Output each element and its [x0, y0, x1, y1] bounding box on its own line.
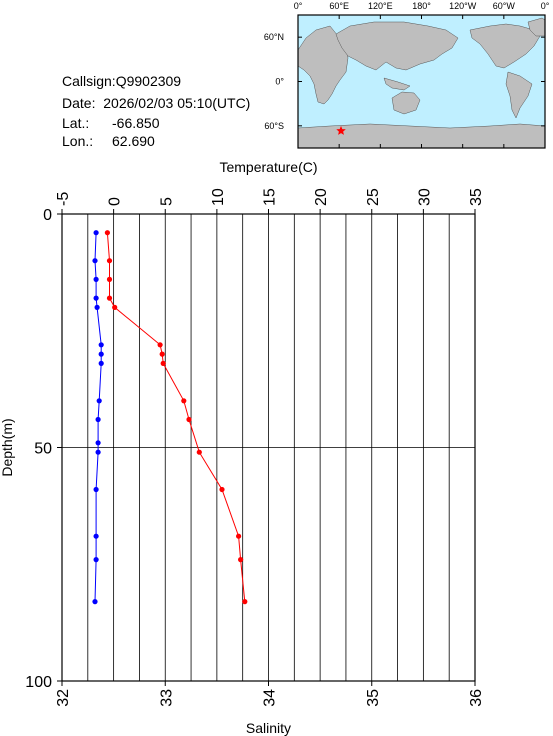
salinity-point	[92, 258, 98, 264]
depth-axis-label: Depth(m)	[0, 418, 15, 476]
temperature-tick-label: 5	[158, 197, 175, 206]
temperature-point	[238, 557, 244, 563]
temperature-point	[181, 398, 187, 404]
temperature-point	[106, 295, 113, 301]
salinity-point	[93, 230, 99, 236]
salinity-point	[93, 486, 99, 493]
map-lon-label: 180°	[412, 1, 431, 11]
map-lon-label: 120°W	[449, 1, 477, 11]
salinity-point	[98, 351, 104, 357]
depth-axis-ticks: 0 50 100	[25, 207, 62, 691]
temperature-point	[196, 449, 202, 455]
temperature-point	[157, 342, 163, 348]
salinity-point	[93, 557, 99, 563]
salinity-point	[95, 449, 101, 455]
temperature-tick-label: 30	[416, 188, 433, 206]
temperature-point	[186, 416, 192, 423]
salinity-axis-label: Salinity	[246, 720, 291, 736]
callsign-line: Callsign:Q9902309	[62, 73, 181, 89]
temperature-point	[236, 533, 242, 539]
salinity-tick-label: 35	[365, 689, 382, 707]
longitude-value: 62.690	[112, 133, 155, 149]
salinity-point	[93, 533, 99, 539]
date-label: Date:	[62, 95, 96, 111]
temperature-tick-label: 35	[468, 188, 485, 206]
temperature-axis-ticks: -5 0 5 10 15 20 25 30 35	[55, 188, 485, 214]
salinity-tick-label: 34	[262, 689, 279, 707]
salinity-point	[93, 276, 99, 282]
salinity-tick-label: 36	[468, 689, 485, 707]
salinity-point	[93, 295, 99, 301]
salinity-point	[98, 342, 104, 348]
temperature-tick-label: 15	[262, 188, 279, 206]
map-lon-label: 0°	[541, 1, 550, 11]
temperature-tick-label: -5	[55, 192, 72, 206]
temperature-point	[219, 486, 225, 493]
depth-tick-label: 100	[25, 674, 52, 691]
map-lat-label: 60°S	[264, 121, 284, 131]
salinity-axis-ticks: 32 33 34 35 36	[55, 681, 485, 707]
land-maritime-asia	[383, 77, 411, 91]
map-lon-label: 120°E	[368, 1, 393, 11]
salinity-point	[92, 599, 98, 605]
temperature-profile-line	[106, 232, 246, 602]
land-asia	[335, 21, 459, 71]
land-south-america	[505, 71, 533, 119]
temperature-axis-label: Temperature(C)	[219, 159, 317, 175]
temperature-point	[160, 360, 166, 366]
map-latitude-labels: 60°N 0° 60°S	[264, 32, 285, 131]
salinity-tick-label: 33	[158, 689, 175, 707]
temperature-tick-label: 20	[313, 188, 330, 206]
temperature-point	[104, 230, 110, 236]
callsign-value: Q9902309	[115, 73, 182, 89]
land-australia	[391, 91, 421, 115]
land-north-america	[469, 23, 541, 69]
longitude-label: Lon.:	[62, 133, 94, 149]
land-africa-europe	[297, 25, 349, 105]
latitude-line: Lat.: -66.850	[62, 115, 159, 131]
temperature-point	[106, 276, 113, 282]
callsign-label: Callsign:	[62, 73, 116, 89]
map-lat-label: 60°N	[264, 32, 284, 42]
map-lon-label: 0°	[294, 1, 303, 11]
temperature-tick-label: 0	[107, 197, 124, 206]
map-lon-label: 60°W	[493, 1, 516, 11]
latitude-value: -66.850	[112, 115, 160, 131]
map-ticks	[297, 15, 546, 148]
salinity-point	[95, 440, 101, 446]
temperature-point	[106, 258, 113, 264]
salinity-profile-line	[94, 232, 102, 602]
map-longitude-labels: 0° 60°E 120°E 180° 120°W 60°W 0°	[294, 1, 550, 11]
temperature-point	[112, 304, 118, 310]
map-lon-label: 60°E	[329, 1, 349, 11]
salinity-point	[96, 398, 102, 404]
map-landmasses	[297, 17, 546, 149]
longitude-line: Lon.: 62.690	[62, 133, 155, 149]
star-icon	[336, 125, 346, 135]
salinity-tick-label: 32	[55, 689, 72, 707]
map-lat-label: 0°	[275, 77, 284, 87]
depth-tick-label: 50	[34, 441, 52, 458]
map-marker-layer	[336, 125, 346, 135]
series-layer	[92, 230, 248, 605]
temperature-tick-label: 25	[365, 188, 382, 206]
date-line: Date: 2026/02/03 05:10(UTC)	[62, 95, 250, 111]
temperature-point	[242, 599, 248, 605]
temperature-tick-label: 10	[210, 188, 227, 206]
salinity-point	[94, 304, 100, 310]
depth-tick-label: 0	[43, 207, 52, 224]
date-value: 2026/02/03 05:10(UTC)	[103, 95, 251, 111]
salinity-point	[95, 416, 101, 423]
latitude-label: Lat.:	[62, 115, 90, 131]
temperature-point	[159, 351, 165, 357]
salinity-point	[98, 360, 104, 366]
